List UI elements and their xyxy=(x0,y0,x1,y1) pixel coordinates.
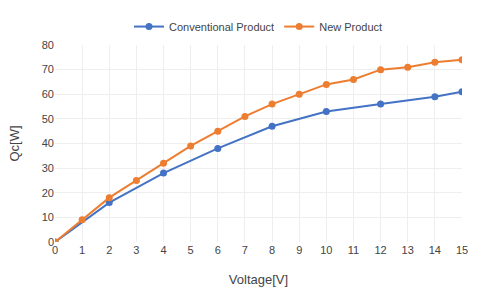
svg-text:20: 20 xyxy=(42,187,54,199)
svg-text:14: 14 xyxy=(429,244,441,256)
svg-text:Voltage[V]: Voltage[V] xyxy=(229,272,288,287)
svg-text:0: 0 xyxy=(52,244,58,256)
svg-text:60: 60 xyxy=(42,88,54,100)
svg-text:40: 40 xyxy=(42,137,54,149)
svg-text:13: 13 xyxy=(402,244,414,256)
svg-text:80: 80 xyxy=(42,39,54,51)
svg-text:0: 0 xyxy=(48,236,54,248)
svg-text:Qc[W]: Qc[W] xyxy=(7,125,22,161)
svg-text:50: 50 xyxy=(42,113,54,125)
svg-text:New Product: New Product xyxy=(319,21,382,33)
svg-text:3: 3 xyxy=(133,244,139,256)
svg-text:30: 30 xyxy=(42,162,54,174)
svg-text:Conventional Product: Conventional Product xyxy=(169,21,274,33)
svg-text:7: 7 xyxy=(242,244,248,256)
svg-text:10: 10 xyxy=(42,211,54,223)
svg-text:6: 6 xyxy=(215,244,221,256)
svg-text:2: 2 xyxy=(106,244,112,256)
svg-text:4: 4 xyxy=(160,244,166,256)
svg-text:15: 15 xyxy=(456,244,468,256)
svg-text:5: 5 xyxy=(188,244,194,256)
svg-text:8: 8 xyxy=(269,244,275,256)
svg-text:11: 11 xyxy=(348,244,359,256)
svg-text:1: 1 xyxy=(79,244,85,256)
svg-text:12: 12 xyxy=(374,244,386,256)
svg-text:10: 10 xyxy=(320,244,332,256)
svg-text:9: 9 xyxy=(296,244,302,256)
svg-text:70: 70 xyxy=(42,63,54,75)
